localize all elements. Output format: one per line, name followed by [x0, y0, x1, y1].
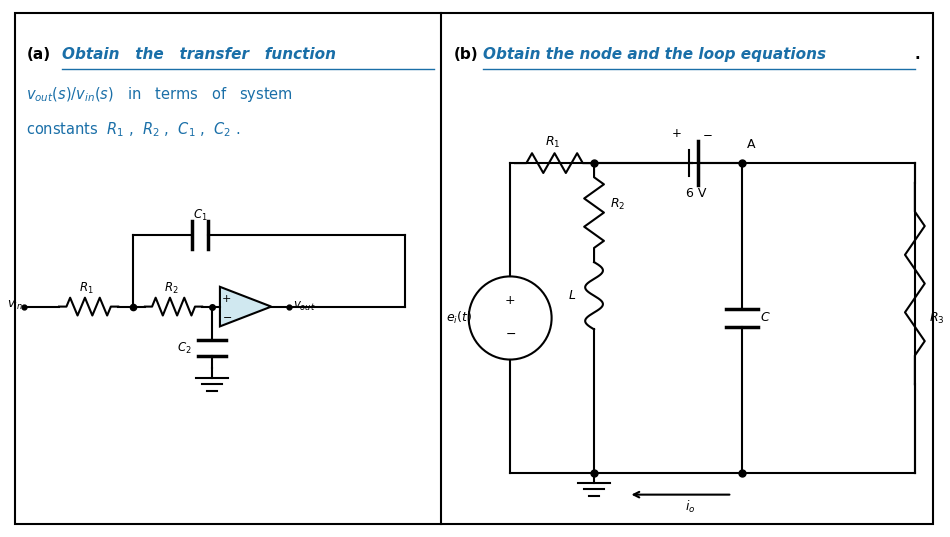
Text: $v_{out}(s)/v_{in}(s)$   in   terms   of   system: $v_{out}(s)/v_{in}(s)$ in terms of syste…	[27, 85, 294, 104]
Text: (b): (b)	[454, 47, 479, 62]
FancyBboxPatch shape	[14, 13, 933, 524]
Text: $C_2$: $C_2$	[177, 340, 192, 355]
Polygon shape	[220, 287, 272, 326]
Text: $R_1$: $R_1$	[545, 135, 560, 150]
Text: $C_1$: $C_1$	[193, 207, 207, 223]
Text: $-$: $-$	[702, 127, 712, 140]
Text: $L$: $L$	[568, 289, 577, 302]
Text: +: +	[504, 294, 516, 307]
Text: A: A	[747, 138, 755, 151]
Text: Obtain   the   transfer   function: Obtain the transfer function	[62, 47, 336, 62]
Text: $v_{in}$: $v_{in}$	[7, 299, 23, 312]
Text: +: +	[672, 127, 682, 140]
Text: .: .	[915, 47, 921, 62]
Text: $-$: $-$	[504, 328, 516, 340]
Text: $R_3$: $R_3$	[929, 310, 944, 325]
Text: $i_o$: $i_o$	[685, 498, 695, 514]
Text: 6 V: 6 V	[686, 187, 706, 200]
Text: $e_i(t)$: $e_i(t)$	[446, 310, 472, 326]
Text: +: +	[222, 294, 232, 304]
Text: $R_2$: $R_2$	[164, 281, 179, 296]
Text: $C$: $C$	[760, 311, 770, 324]
Text: constants  $R_1$ ,  $R_2$ ,  $C_1$ ,  $C_2$ .: constants $R_1$ , $R_2$ , $C_1$ , $C_2$ …	[27, 120, 241, 139]
Text: $R_1$: $R_1$	[80, 281, 94, 296]
Text: Obtain the node and the loop equations: Obtain the node and the loop equations	[483, 47, 826, 62]
Text: $v_{out}$: $v_{out}$	[293, 300, 315, 313]
Text: (a): (a)	[27, 47, 50, 62]
Text: $R_2$: $R_2$	[610, 197, 625, 212]
Text: $-$: $-$	[221, 310, 232, 321]
